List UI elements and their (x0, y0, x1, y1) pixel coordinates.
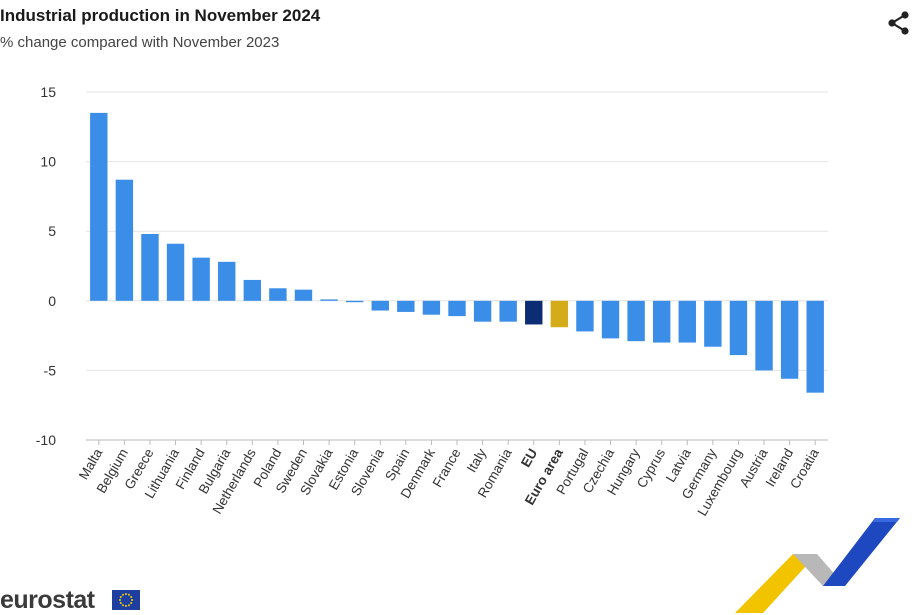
bar-sweden[interactable] (294, 289, 313, 301)
y-tick-label: 5 (48, 223, 56, 239)
y-tick-label: -5 (44, 362, 57, 378)
bar-malta[interactable] (90, 112, 108, 301)
eurostat-logo: eurostat (0, 586, 95, 614)
bar-denmark[interactable] (422, 300, 441, 315)
bar-netherlands[interactable] (243, 279, 262, 301)
bar-france[interactable] (448, 300, 466, 317)
bar-greece[interactable] (141, 233, 159, 301)
chart-title: Industrial production in November 2024 (0, 6, 321, 25)
x-tick-label: EU (518, 446, 540, 470)
bar-chart: -10-5051015MaltaBelgiumGreeceLithuaniaFi… (36, 84, 828, 519)
share-icon[interactable] (886, 10, 912, 36)
bar-germany[interactable] (704, 300, 722, 347)
y-tick-label: 0 (48, 293, 56, 309)
bar-cyprus[interactable] (652, 300, 671, 343)
bar-spain[interactable] (397, 300, 415, 312)
bar-poland[interactable] (269, 288, 287, 301)
bar-romania[interactable] (499, 300, 517, 322)
y-tick-label: -10 (36, 432, 56, 448)
bar-portugal[interactable] (576, 300, 594, 332)
chevron-stripes-decoration (735, 518, 900, 613)
y-tick-label: 10 (40, 154, 56, 170)
bar-slovakia[interactable] (320, 299, 338, 301)
bar-latvia[interactable] (678, 300, 696, 343)
bar-lithuania[interactable] (166, 243, 185, 301)
bar-ireland[interactable] (780, 300, 799, 379)
bar-bulgaria[interactable] (218, 261, 236, 301)
eu-flag-icon (112, 590, 140, 610)
bar-luxembourg[interactable] (729, 300, 748, 356)
bar-italy[interactable] (473, 300, 492, 322)
x-tick-label: Italy (464, 446, 489, 475)
bar-czechia[interactable] (601, 300, 620, 339)
y-tick-label: 15 (40, 84, 56, 100)
bar-estonia[interactable] (345, 300, 364, 303)
bar-finland[interactable] (192, 257, 210, 301)
bar-belgium[interactable] (115, 179, 134, 301)
bar-slovenia[interactable] (371, 300, 389, 311)
bar-austria[interactable] (755, 300, 773, 371)
chart-subtitle: % change compared with November 2023 (0, 34, 280, 51)
bar-euro-area[interactable] (550, 300, 569, 328)
bar-croatia[interactable] (806, 300, 824, 393)
bar-hungary[interactable] (627, 300, 645, 342)
bar-eu[interactable] (525, 300, 543, 325)
